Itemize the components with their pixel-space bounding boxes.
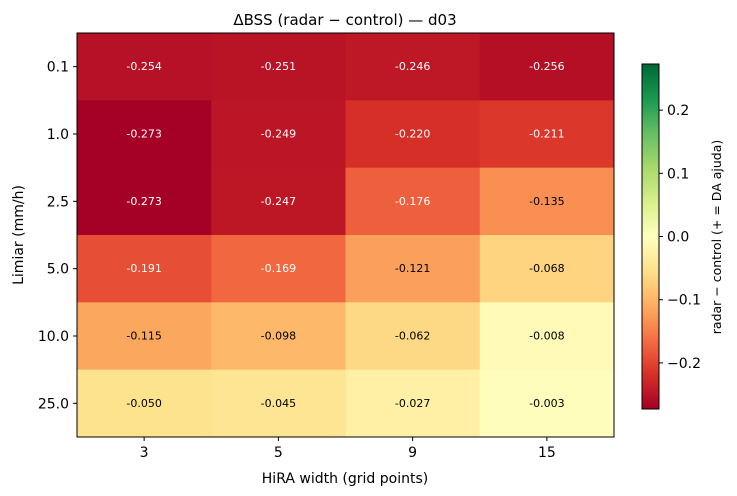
cell-value-label: -0.169 xyxy=(261,262,296,275)
heatmap-cell xyxy=(479,369,615,438)
chart-title: ΔBSS (radar − control) — d03 xyxy=(233,11,456,29)
cell-value-label: -0.121 xyxy=(395,262,430,275)
cell-value-label: -0.008 xyxy=(529,330,564,343)
cell-value-label: -0.062 xyxy=(395,330,430,343)
colorbar-tick-label: 0.2 xyxy=(667,103,689,119)
y-tick-label: 5.0 xyxy=(47,262,69,278)
heatmap-cell xyxy=(211,100,346,169)
heatmap-cell xyxy=(77,167,212,236)
y-tick-label: 25.0 xyxy=(38,396,69,412)
colorbar-tick-label: 0.0 xyxy=(667,230,689,246)
heatmap-cell xyxy=(77,33,212,101)
heatmap-cell xyxy=(345,100,481,169)
heatmap-cell xyxy=(479,100,615,169)
heatmap-cell xyxy=(345,302,481,371)
x-axis-ticks: 3 5 9 15 xyxy=(140,437,556,461)
heatmap-cell xyxy=(211,302,346,371)
cell-value-label: -0.003 xyxy=(529,397,564,410)
y-axis-label: Limiar (mm/h) xyxy=(11,185,27,285)
cell-value-label: -0.211 xyxy=(529,128,564,141)
y-tick-label: 2.5 xyxy=(47,194,69,210)
x-tick-label: 3 xyxy=(140,445,149,461)
colorbar-tick-label: 0.1 xyxy=(667,166,689,182)
plot-frame xyxy=(76,32,615,438)
heatmap-cell xyxy=(77,369,212,438)
heatmap-cell xyxy=(211,369,346,438)
heatmap-cell xyxy=(345,167,481,236)
heatmap-cell xyxy=(211,33,346,101)
heatmap-cell xyxy=(345,235,481,303)
heatmap-cell xyxy=(77,235,212,303)
heatmap-cell xyxy=(479,167,615,236)
y-axis-ticks: 0.1 1.0 2.5 5.0 10.0 25.0 xyxy=(38,60,77,412)
y-tick-label: 10.0 xyxy=(38,329,69,345)
heatmap-cell xyxy=(211,235,346,303)
colorbar xyxy=(641,63,660,410)
y-tick-label: 0.1 xyxy=(47,60,69,76)
cell-value-label: -0.045 xyxy=(261,397,296,410)
heatmap-cell xyxy=(479,33,615,101)
heatmap-cell xyxy=(345,33,481,101)
cell-value-label: -0.251 xyxy=(261,60,296,73)
heatmap-cell xyxy=(345,369,481,438)
colorbar-label: radar − control (+ = DA ajuda) xyxy=(709,140,724,334)
cell-value-label: -0.247 xyxy=(261,195,296,208)
x-axis-label: HiRA width (grid points) xyxy=(262,471,428,487)
cell-value-label: -0.273 xyxy=(126,128,161,141)
colorbar-ticks: −0.2 −0.1 0.0 0.1 0.2 xyxy=(659,103,701,372)
cell-value-label: -0.273 xyxy=(126,195,161,208)
heatmap-cell xyxy=(77,302,212,371)
cell-value-label: -0.249 xyxy=(261,128,296,141)
heatmap-cells xyxy=(77,33,615,438)
cell-value-label: -0.220 xyxy=(395,128,430,141)
cell-value-label: -0.176 xyxy=(395,195,430,208)
heatmap-cell-labels: -0.254 -0.251 -0.246 -0.256 -0.273 -0.249 -0.2… xyxy=(126,60,564,410)
heatmap-cell xyxy=(479,302,615,371)
cell-value-label: -0.068 xyxy=(529,262,564,275)
cell-value-label: -0.135 xyxy=(529,195,564,208)
colorbar-tick-label: −0.1 xyxy=(667,293,701,309)
cell-value-label: -0.050 xyxy=(126,397,161,410)
x-tick-label: 9 xyxy=(408,445,417,461)
cell-value-label: -0.256 xyxy=(529,60,564,73)
heatmap-cell xyxy=(479,235,615,303)
cell-value-label: -0.191 xyxy=(126,262,161,275)
heatmap-cell xyxy=(211,167,346,236)
cell-value-label: -0.115 xyxy=(126,330,161,343)
cell-value-label: -0.027 xyxy=(395,397,430,410)
cell-value-label: -0.246 xyxy=(395,60,430,73)
x-tick-label: 15 xyxy=(538,445,556,461)
x-tick-label: 5 xyxy=(274,445,283,461)
colorbar-tick-label: −0.2 xyxy=(667,356,701,372)
y-tick-label: 1.0 xyxy=(47,127,69,143)
cell-value-label: -0.254 xyxy=(126,60,161,73)
cell-value-label: -0.098 xyxy=(261,330,296,343)
heatmap-cell xyxy=(77,100,212,169)
